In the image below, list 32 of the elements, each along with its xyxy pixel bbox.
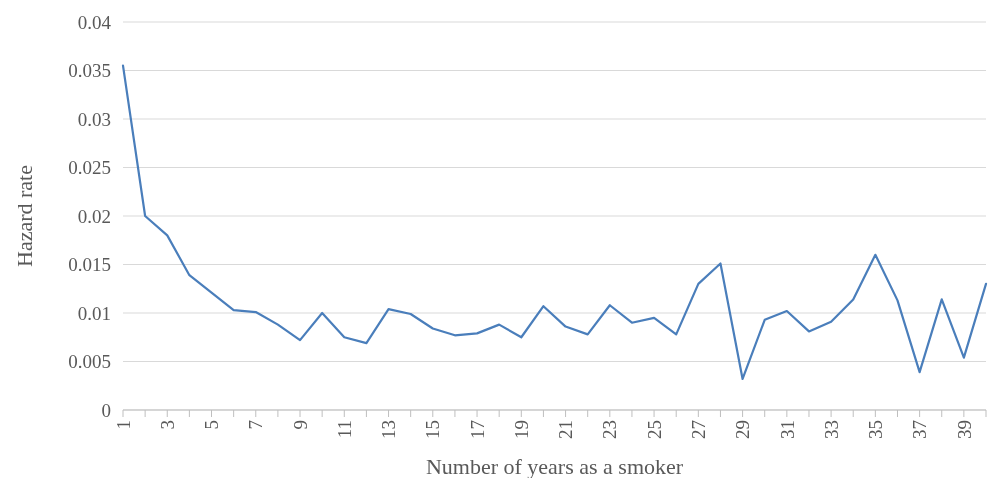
x-tick-label: 13 [378, 420, 400, 439]
x-tick-label: 7 [245, 420, 267, 430]
y-tick-label: 0.01 [77, 302, 111, 324]
y-tick-label: 0.005 [68, 351, 111, 373]
y-tick-label: 0.02 [77, 205, 111, 227]
x-axis-title: Number of years as a smoker [425, 454, 684, 479]
y-tick-label: 0.03 [77, 108, 111, 130]
x-tick-label: 1 [112, 420, 134, 430]
x-tick-label: 9 [289, 420, 311, 430]
x-tick-label: 5 [201, 420, 223, 430]
x-tick-label: 23 [599, 420, 621, 439]
x-tick-label: 37 [909, 420, 931, 439]
x-tick-label: 21 [555, 420, 577, 439]
x-tick-label: 11 [333, 420, 355, 439]
line-series [121, 64, 988, 381]
x-tick-label: 3 [156, 420, 178, 430]
y-tick-label: 0 [101, 399, 111, 421]
x-tick-label: 31 [776, 420, 798, 439]
x-tick-label: 33 [820, 420, 842, 439]
y-tick-label: 0.035 [68, 60, 111, 82]
x-tick-label: 29 [732, 420, 754, 439]
x-tick-label: 17 [466, 420, 488, 439]
x-tick-label: 27 [687, 420, 709, 439]
x-tick-label: 25 [643, 420, 665, 439]
x-tick-label: 35 [865, 420, 887, 439]
y-axis-title: Hazard rate [12, 165, 37, 267]
y-tick-label: 0.015 [68, 254, 111, 276]
y-tick-label: 0.04 [77, 11, 112, 33]
y-tick-label: 0.025 [68, 157, 111, 179]
x-tick-label: 19 [510, 420, 532, 439]
x-tick-label: 15 [422, 420, 444, 439]
x-tick-label: 39 [953, 420, 975, 439]
